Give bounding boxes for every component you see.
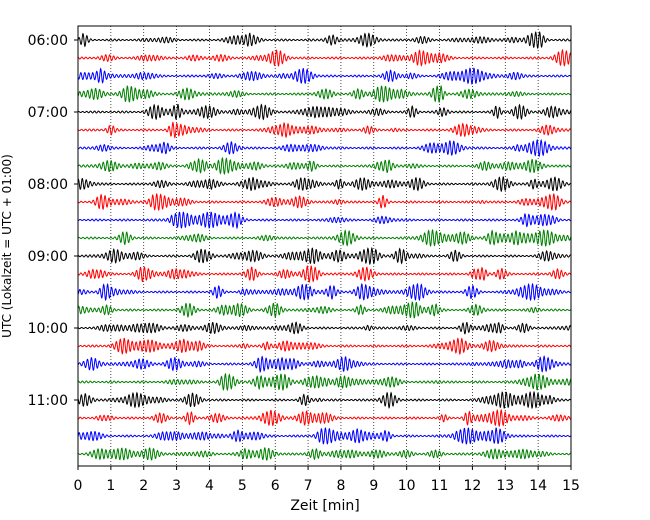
seismic-trace xyxy=(77,427,572,445)
x-axis-ticks: 0 1 2 3 4 5 6 7 8 9 10 11 12 13 14 15 xyxy=(74,466,580,494)
x-tick-label: 2 xyxy=(139,478,148,494)
seismic-trace xyxy=(77,229,572,248)
x-axis-label: Zeit [min] xyxy=(290,498,359,514)
seismic-trace xyxy=(77,193,572,211)
x-tick-label: 12 xyxy=(463,478,481,494)
seismic-trace xyxy=(77,282,572,302)
x-tick-label: 11 xyxy=(431,478,449,494)
vertical-grid xyxy=(110,26,539,466)
seismic-trace xyxy=(77,408,572,428)
x-tick-label: 3 xyxy=(172,478,181,494)
y-tick-label: 06:00 xyxy=(28,33,68,49)
x-tick-label: 5 xyxy=(238,478,247,494)
seismic-traces xyxy=(77,30,572,461)
y-axis-label: UTC (Lokalzeit = UTC + 01:00) xyxy=(0,154,14,338)
x-tick-label: 10 xyxy=(398,478,416,494)
seismic-trace xyxy=(77,30,572,50)
seismic-trace xyxy=(77,301,572,319)
x-tick-label: 9 xyxy=(369,478,378,494)
y-tick-label: 11:00 xyxy=(28,393,68,409)
seismic-trace xyxy=(77,390,572,410)
x-tick-label: 0 xyxy=(74,478,83,494)
seismic-trace xyxy=(77,175,572,193)
seismic-trace xyxy=(77,337,572,356)
y-tick-label: 10:00 xyxy=(28,321,68,337)
seismic-trace xyxy=(77,84,572,104)
x-tick-label: 4 xyxy=(205,478,214,494)
seismic-trace xyxy=(77,48,572,67)
y-tick-label: 09:00 xyxy=(28,249,68,265)
seismic-trace xyxy=(77,67,572,85)
x-tick-label: 6 xyxy=(271,478,280,494)
plot-frame xyxy=(77,25,572,467)
seismic-trace xyxy=(77,265,572,284)
seismic-trace xyxy=(77,246,572,266)
x-tick-label: 7 xyxy=(304,478,313,494)
seismic-trace xyxy=(77,121,572,139)
x-tick-label: 1 xyxy=(106,478,115,494)
y-axis-ticks: 06:00 07:00 08:00 09:00 10:00 11:00 xyxy=(28,33,78,409)
seismic-trace xyxy=(77,355,572,374)
seismic-trace xyxy=(77,447,572,461)
x-tick-label: 8 xyxy=(336,478,345,494)
x-tick-label: 13 xyxy=(496,478,514,494)
y-tick-label: 07:00 xyxy=(28,105,68,121)
x-tick-label: 14 xyxy=(529,478,547,494)
seismic-trace xyxy=(77,157,572,175)
seismic-trace xyxy=(77,138,572,158)
seismic-trace xyxy=(77,321,572,335)
seismic-trace xyxy=(77,103,572,121)
y-tick-label: 08:00 xyxy=(28,177,68,193)
seismic-trace xyxy=(77,211,572,230)
x-tick-label: 15 xyxy=(562,478,580,494)
seismic-trace xyxy=(77,372,572,392)
